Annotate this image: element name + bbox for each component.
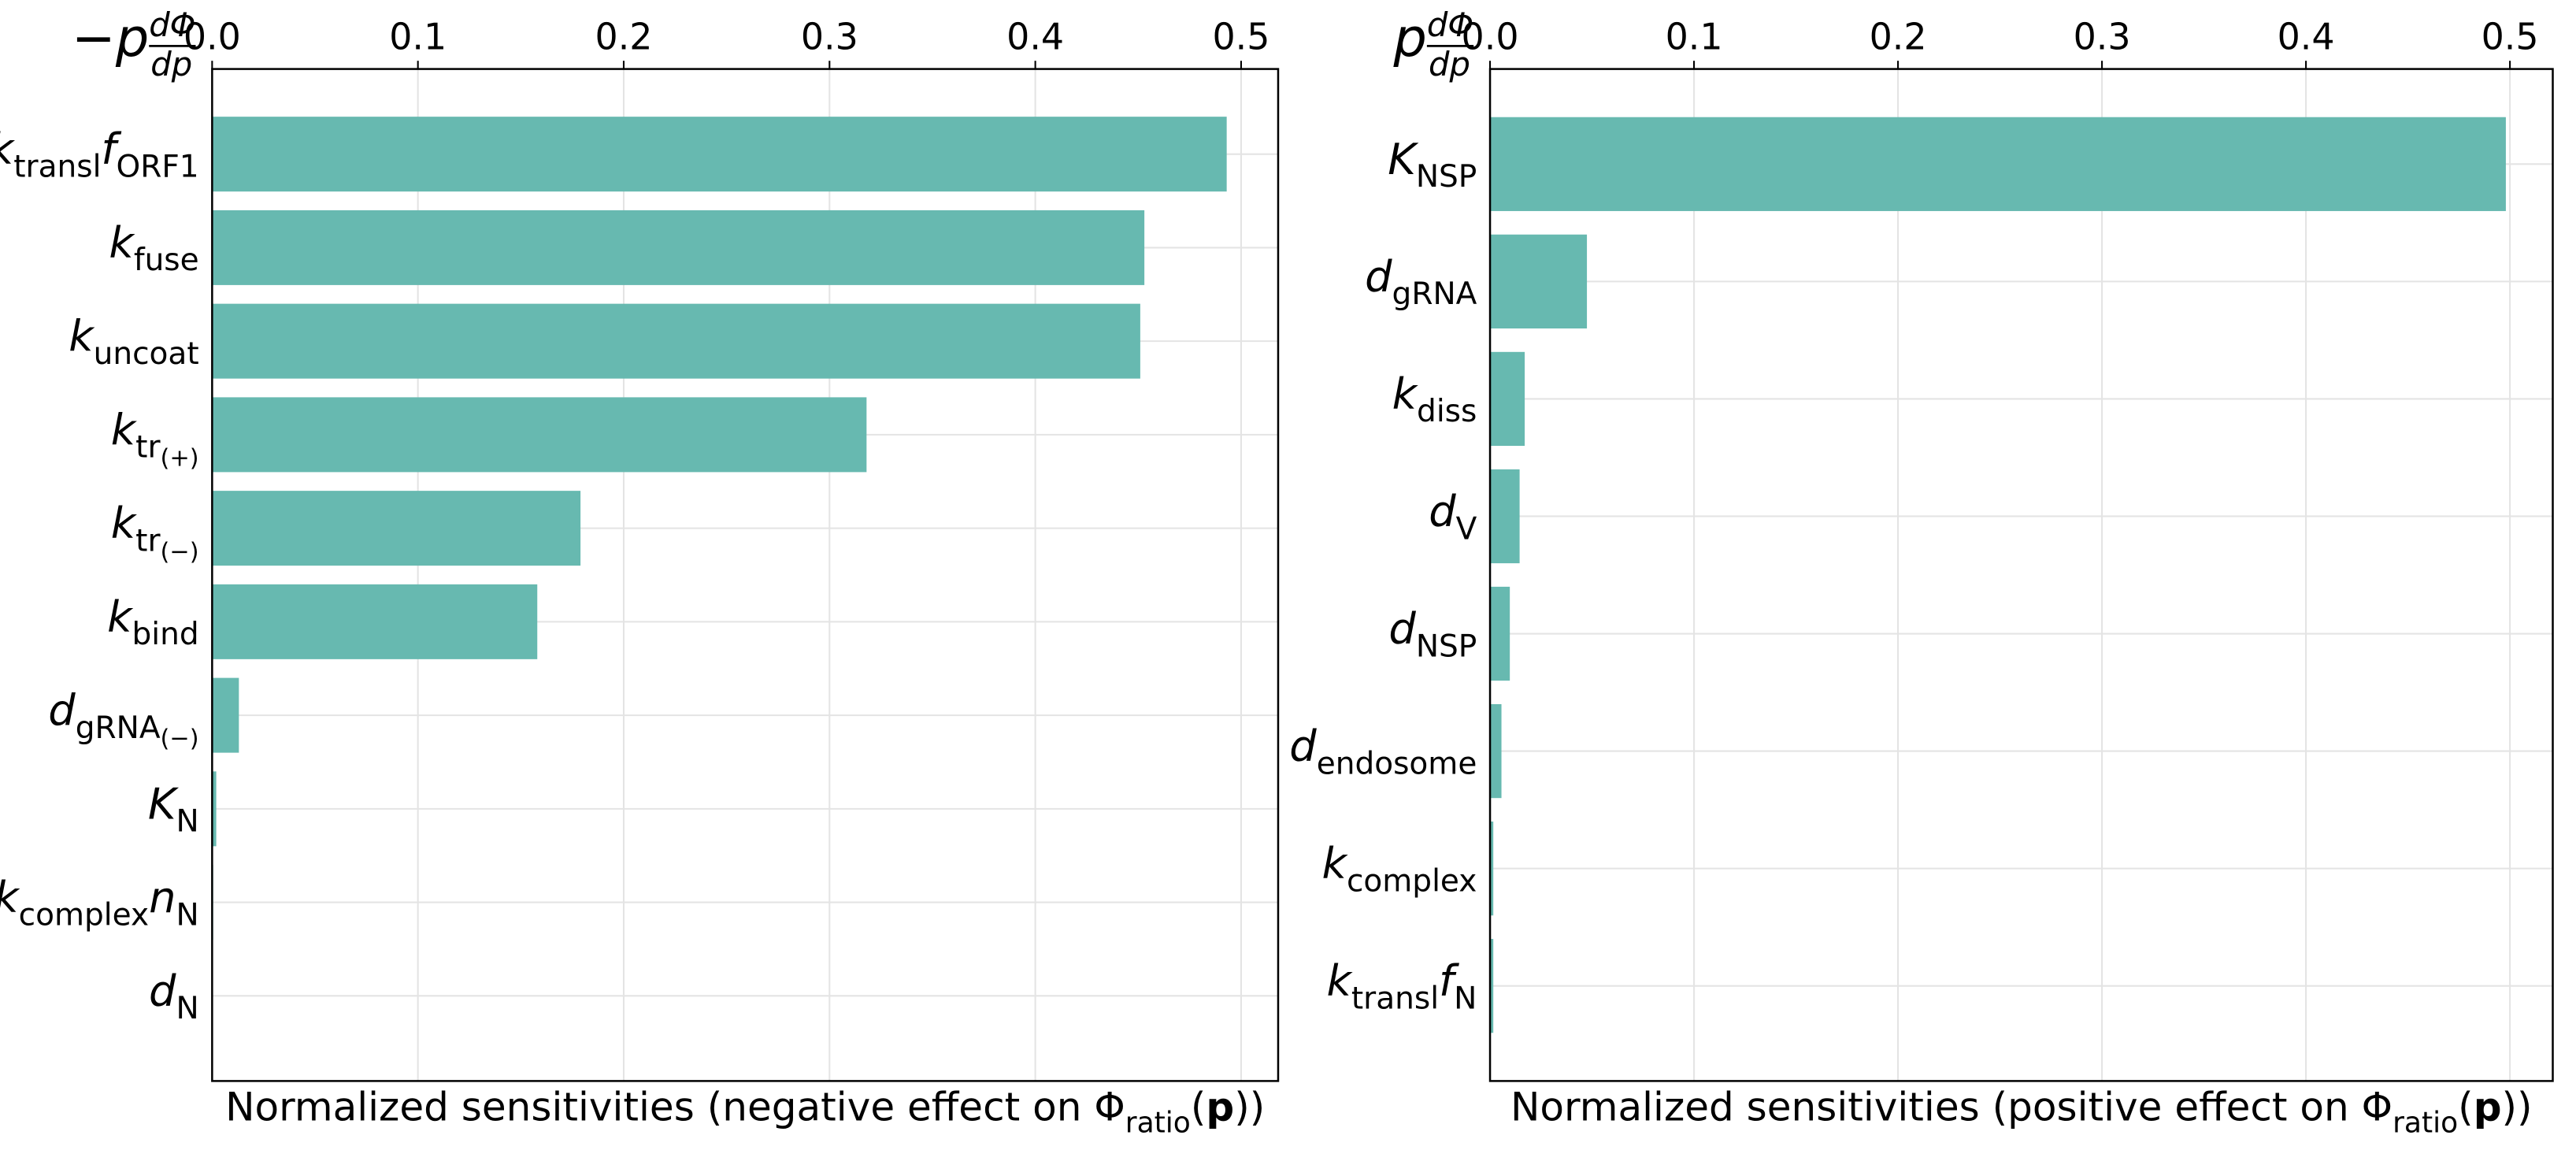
plot-frame	[1488, 68, 2554, 1082]
x-tick-label: 0.4	[1006, 16, 1064, 58]
bar	[1490, 586, 1510, 681]
x-axis-label: Normalized sensitivities (negative effec…	[225, 1084, 1265, 1139]
x-tick-label: 0.1	[389, 16, 447, 58]
y-tick-label: dgRNA(−)	[48, 686, 198, 753]
x-tick-label: 0.5	[1212, 16, 1269, 58]
bar	[212, 210, 1145, 285]
y-tick-label: ktr(−)	[111, 499, 199, 566]
plot-frame	[211, 68, 1280, 1082]
x-tick-label: 0.3	[2074, 16, 2131, 58]
bar	[1490, 351, 1525, 447]
x-tick-label: 0.4	[2278, 16, 2335, 58]
bar	[1490, 939, 1494, 1033]
bar	[1490, 234, 1588, 328]
y-tick-label: ktranslfN	[1326, 956, 1477, 1016]
y-tick-label: kfuse	[109, 218, 198, 278]
y-axis-label: −pdΦ dp	[72, 6, 196, 83]
bar	[212, 303, 1140, 379]
bar	[212, 491, 581, 566]
y-tick-label: kcomplexnN	[0, 873, 199, 933]
y-tick-label: KN	[148, 779, 199, 839]
x-tick-label: 0.1	[1666, 16, 1723, 58]
y-tick-label: kuncoat	[69, 312, 198, 372]
x-tick-label: 0.0	[1462, 16, 1519, 58]
x-axis-label: Normalized sensitivities (positive effec…	[1510, 1084, 2533, 1139]
bar	[212, 584, 538, 659]
x-tick-label: 0.2	[1870, 16, 1927, 58]
bar	[212, 677, 239, 753]
y-tick-label: dN	[149, 966, 199, 1026]
y-tick-label: dV	[1429, 487, 1477, 547]
x-tick-label: 0.5	[2481, 16, 2539, 58]
y-tick-label: dendosome	[1289, 722, 1477, 781]
bar	[212, 771, 217, 847]
y-tick-label: ktranslfORF1	[0, 124, 199, 184]
bar	[1490, 822, 1494, 916]
y-tick-label: KNSP	[1388, 135, 1477, 195]
y-tick-label: kcomplex	[1322, 839, 1477, 899]
y-axis-label: pdΦ dp	[1393, 6, 1474, 83]
y-tick-label: ktr(+)	[111, 405, 199, 472]
y-tick-label: kdiss	[1392, 369, 1477, 429]
x-tick-label: 0.3	[801, 16, 858, 58]
bar	[1490, 469, 1520, 564]
y-tick-label: kbind	[107, 592, 199, 652]
bar	[212, 117, 1227, 192]
x-tick-label: 0.0	[183, 16, 241, 58]
x-tick-label: 0.2	[595, 16, 653, 58]
y-tick-label: dgRNA	[1365, 252, 1477, 312]
bar	[1490, 117, 2506, 211]
bar	[1490, 703, 1502, 799]
y-tick-label: dNSP	[1388, 604, 1477, 664]
bar	[212, 397, 867, 473]
